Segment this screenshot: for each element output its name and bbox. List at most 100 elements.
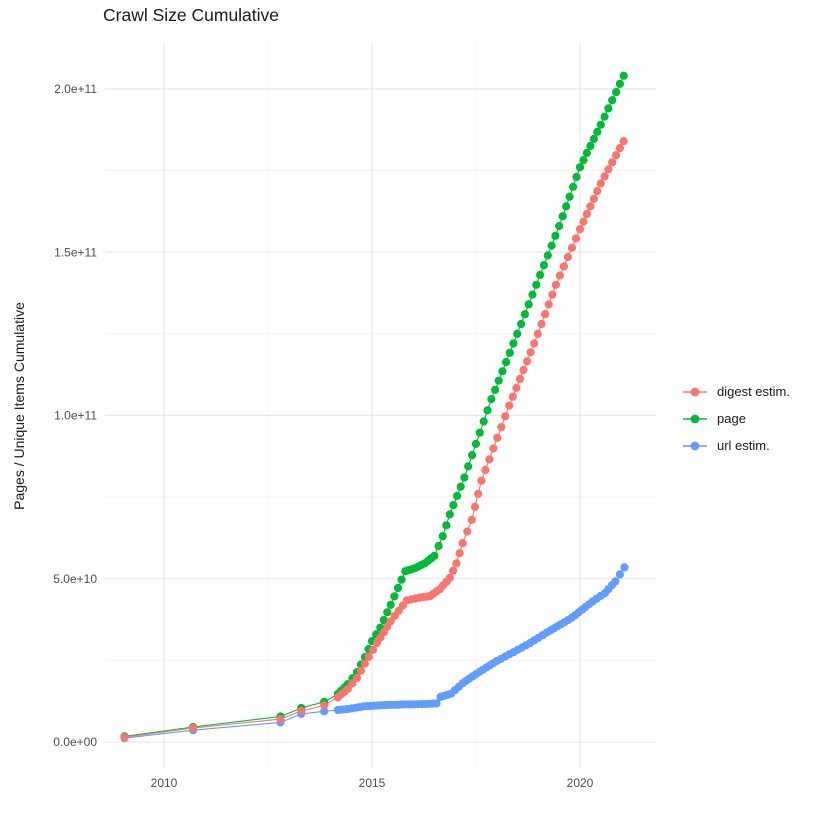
- series-points-url-estim-: [120, 563, 629, 743]
- data-point: [567, 243, 577, 252]
- data-point: [449, 501, 458, 510]
- data-point: [458, 539, 467, 548]
- legend-entry-digest-estim-: digest estim.: [682, 378, 790, 405]
- x-tick-label: 2010: [151, 776, 178, 790]
- data-point: [572, 172, 581, 182]
- data-point: [532, 280, 541, 289]
- x-tick-label: 2015: [359, 776, 386, 790]
- data-point: [619, 137, 628, 146]
- data-point: [189, 723, 198, 733]
- data-point: [485, 455, 494, 464]
- y-tick-label: 2.0e+11: [54, 82, 97, 96]
- data-point: [491, 385, 500, 394]
- data-point: [541, 310, 550, 319]
- data-point: [593, 187, 602, 196]
- data-point: [352, 673, 362, 683]
- data-point: [455, 549, 464, 558]
- data-point: [547, 241, 556, 250]
- data-point: [364, 652, 373, 661]
- data-point: [558, 212, 567, 221]
- data-point: [445, 573, 454, 583]
- data-point: [555, 271, 565, 280]
- data-point: [596, 179, 605, 188]
- data-point: [586, 202, 595, 211]
- data-point: [468, 451, 477, 460]
- data-point: [533, 329, 542, 338]
- data-point: [586, 141, 595, 151]
- data-point: [600, 172, 609, 181]
- data-point: [508, 392, 517, 401]
- data-point: [368, 645, 378, 655]
- data-point: [551, 231, 560, 240]
- data-point: [320, 707, 329, 716]
- legend-entry-page: page: [682, 405, 790, 432]
- chart-title: Crawl Size Cumulative: [103, 5, 280, 25]
- legend-label: url estim.: [717, 438, 770, 453]
- data-point: [611, 577, 620, 586]
- legend: digest estim. page url estim.: [682, 378, 790, 459]
- data-point: [608, 96, 617, 105]
- data-point: [582, 209, 592, 219]
- data-point: [487, 395, 496, 404]
- data-point: [477, 476, 486, 485]
- legend-key-icon: [683, 441, 707, 450]
- data-point: [438, 532, 447, 541]
- data-point: [276, 715, 285, 724]
- data-point: [483, 406, 492, 415]
- data-point: [579, 156, 588, 165]
- data-point: [467, 515, 476, 525]
- data-point: [575, 225, 585, 234]
- data-point: [608, 158, 617, 167]
- data-point: [505, 348, 514, 357]
- data-point: [470, 502, 480, 511]
- data-point: [475, 428, 484, 437]
- data-point: [489, 444, 498, 453]
- y-tick-label: 1.5e+11: [54, 245, 97, 259]
- data-point: [536, 270, 545, 280]
- legend-label: digest estim.: [717, 384, 790, 399]
- data-point: [619, 71, 628, 80]
- data-point: [582, 148, 592, 158]
- data-point: [524, 300, 533, 309]
- data-point: [517, 319, 526, 329]
- data-point: [474, 489, 483, 498]
- data-point: [569, 182, 578, 191]
- legend-key-icon: [683, 414, 707, 423]
- data-point: [612, 88, 621, 97]
- data-point: [383, 608, 392, 617]
- data-point: [464, 462, 473, 471]
- data-point: [555, 221, 564, 231]
- data-point: [501, 412, 510, 421]
- legend-label: page: [717, 411, 746, 426]
- data-point: [571, 234, 581, 243]
- data-point: [589, 134, 599, 143]
- data-point: [386, 600, 395, 609]
- data-point: [479, 417, 488, 426]
- legend-key-icon: [683, 387, 707, 396]
- data-point: [523, 357, 532, 366]
- data-point: [615, 570, 625, 579]
- data-point: [575, 163, 585, 172]
- data-point: [456, 482, 465, 491]
- data-point: [442, 521, 451, 530]
- data-point: [513, 329, 522, 338]
- data-point: [502, 358, 511, 367]
- data-point: [548, 290, 557, 299]
- data-point: [493, 433, 502, 442]
- data-point: [360, 659, 369, 668]
- data-point: [471, 439, 480, 448]
- x-tick-label: 2020: [567, 776, 594, 790]
- data-point: [539, 261, 549, 270]
- data-point: [551, 280, 561, 289]
- data-point: [390, 592, 399, 601]
- data-point: [449, 566, 458, 575]
- data-point: [579, 217, 588, 226]
- data-point: [509, 339, 518, 348]
- data-point: [593, 127, 602, 136]
- data-point: [615, 144, 625, 153]
- data-point: [434, 541, 443, 551]
- data-point: [397, 575, 406, 584]
- data-point: [520, 310, 530, 319]
